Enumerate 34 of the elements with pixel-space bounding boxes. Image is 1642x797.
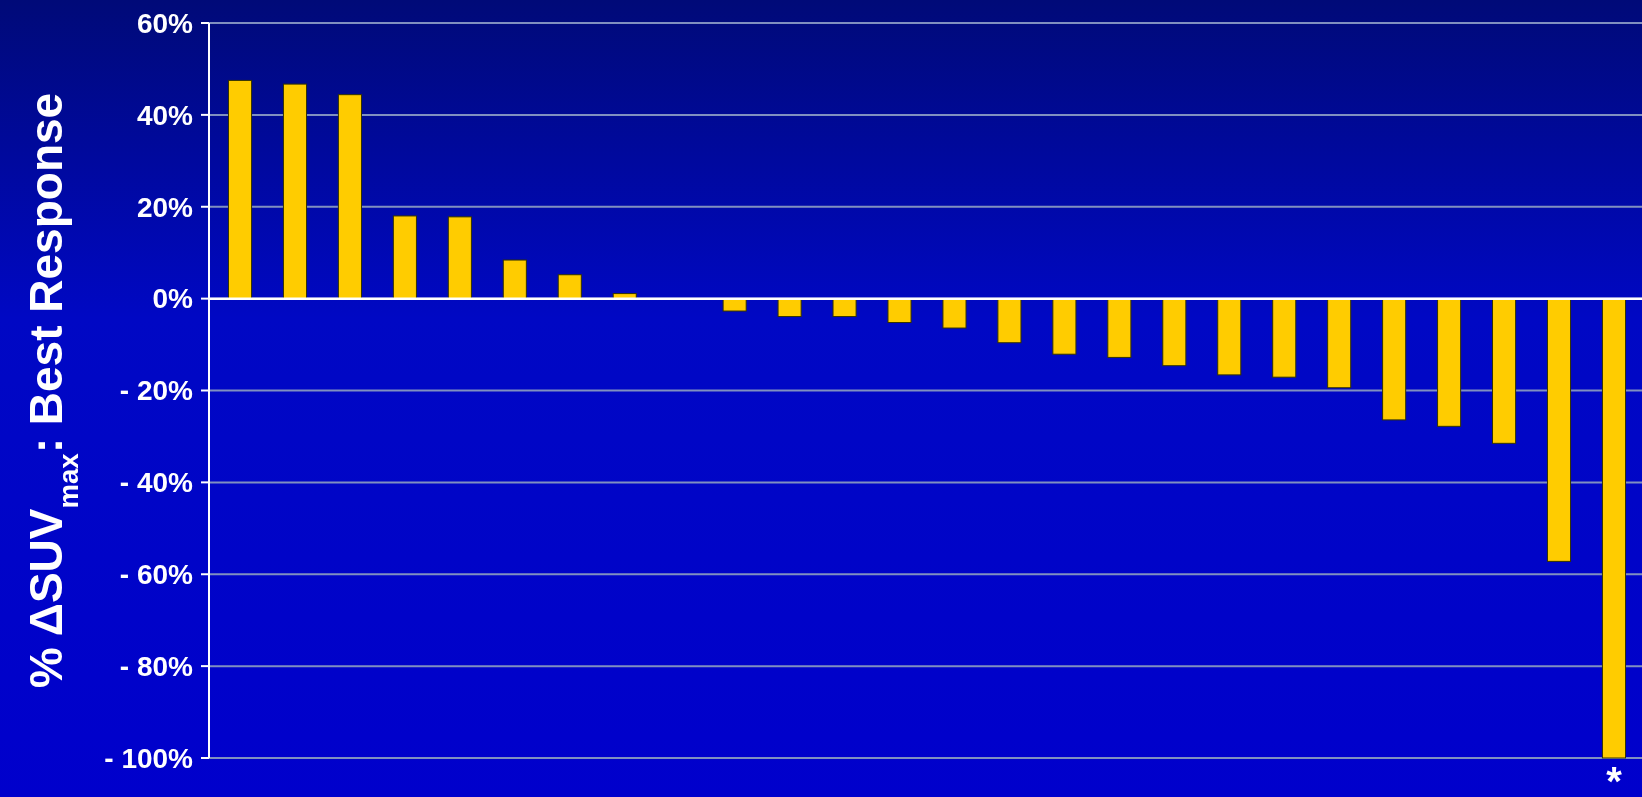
bar — [227, 79, 253, 300]
bar — [1546, 298, 1572, 562]
y-tick-label: - 60% — [119, 559, 194, 591]
y-tick-label: 40% — [136, 99, 194, 131]
y-tick-label: - 20% — [119, 375, 194, 407]
y-tick-label: - 100% — [104, 742, 194, 774]
bar — [1272, 298, 1297, 378]
bar — [1382, 298, 1407, 421]
bar — [502, 259, 527, 300]
bar — [557, 274, 582, 300]
bar — [722, 298, 747, 312]
bar — [282, 83, 308, 300]
y-tick-label: 20% — [136, 191, 194, 223]
y-tick-label: 0% — [152, 283, 194, 315]
y-tick-label: 60% — [136, 7, 194, 39]
bar — [1601, 298, 1627, 759]
bar — [1162, 298, 1187, 367]
bar — [832, 298, 857, 318]
bar — [1052, 298, 1077, 355]
text: * — [1606, 759, 1623, 797]
bar — [777, 298, 802, 318]
y-tick-label: - 40% — [119, 467, 194, 499]
bar — [447, 216, 472, 300]
bar — [942, 298, 967, 329]
bar — [337, 94, 362, 300]
bar — [1107, 298, 1132, 358]
bar — [1492, 298, 1517, 444]
y-tick-label: - 80% — [119, 650, 194, 682]
bar — [997, 298, 1022, 344]
bar — [392, 215, 417, 300]
bar — [887, 298, 912, 324]
bar — [1327, 298, 1352, 389]
bar — [1217, 298, 1242, 376]
bar — [1437, 298, 1462, 427]
